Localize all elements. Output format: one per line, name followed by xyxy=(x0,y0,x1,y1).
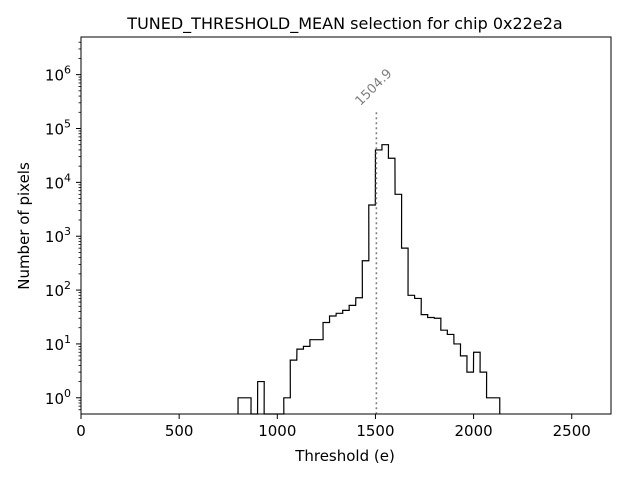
histogram-bin xyxy=(474,352,481,414)
histogram-bin xyxy=(258,382,265,414)
x-tick-label: 0 xyxy=(76,422,86,440)
x-tick-label: 2500 xyxy=(553,422,591,440)
histogram-bin xyxy=(408,295,415,414)
x-tick-label: 1000 xyxy=(258,422,296,440)
histogram-bin xyxy=(343,310,350,414)
y-axis-label: Number of pixels xyxy=(15,162,33,290)
x-tick-label: 2000 xyxy=(454,422,492,440)
y-tick-label: 101 xyxy=(45,333,71,354)
y-tick-label: 106 xyxy=(45,64,71,85)
histogram-bin xyxy=(356,298,363,414)
histogram-bin xyxy=(297,349,304,414)
plot-frame xyxy=(80,36,612,415)
histogram-bin xyxy=(238,398,245,414)
histogram-bin xyxy=(447,334,454,414)
histogram-bin xyxy=(303,346,310,414)
histogram-bin xyxy=(362,261,369,414)
histogram-bin xyxy=(493,398,500,414)
x-tick-label: 1500 xyxy=(356,422,394,440)
histogram-bin xyxy=(415,298,422,414)
histogram-bin xyxy=(323,322,330,414)
histogram-bin xyxy=(467,372,474,414)
x-axis-label: Threshold (e) xyxy=(294,447,395,465)
histogram-bin xyxy=(480,372,487,414)
histogram-bin xyxy=(428,317,435,414)
histogram-bin xyxy=(336,313,343,414)
x-tick-label: 500 xyxy=(165,422,194,440)
histogram-bin xyxy=(402,248,409,414)
histogram-bin xyxy=(460,356,467,414)
histogram-bin xyxy=(434,318,441,414)
histogram-bin xyxy=(290,360,297,414)
y-tick-label: 103 xyxy=(45,225,71,246)
histogram-bin xyxy=(375,150,382,414)
histogram-bin xyxy=(382,145,389,414)
chart-title: TUNED_THRESHOLD_MEAN selection for chip … xyxy=(126,14,562,34)
histogram-bin xyxy=(441,330,448,414)
histogram-bin xyxy=(317,340,324,414)
histogram-bin xyxy=(395,194,402,414)
y-tick-label: 102 xyxy=(45,279,71,300)
y-tick-label: 105 xyxy=(45,118,71,139)
histogram-bin xyxy=(349,305,356,414)
y-tick-label: 100 xyxy=(45,387,71,408)
histogram-bin xyxy=(388,158,395,414)
histogram-bin xyxy=(454,344,461,414)
y-tick-label: 104 xyxy=(45,171,71,192)
histogram-bin xyxy=(245,398,252,414)
histogram-bin xyxy=(284,398,291,414)
histogram-bin xyxy=(369,205,376,414)
histogram-bin xyxy=(310,340,317,414)
histogram-bin xyxy=(487,398,494,414)
histogram-bin xyxy=(421,315,428,414)
histogram-bin xyxy=(330,316,337,414)
